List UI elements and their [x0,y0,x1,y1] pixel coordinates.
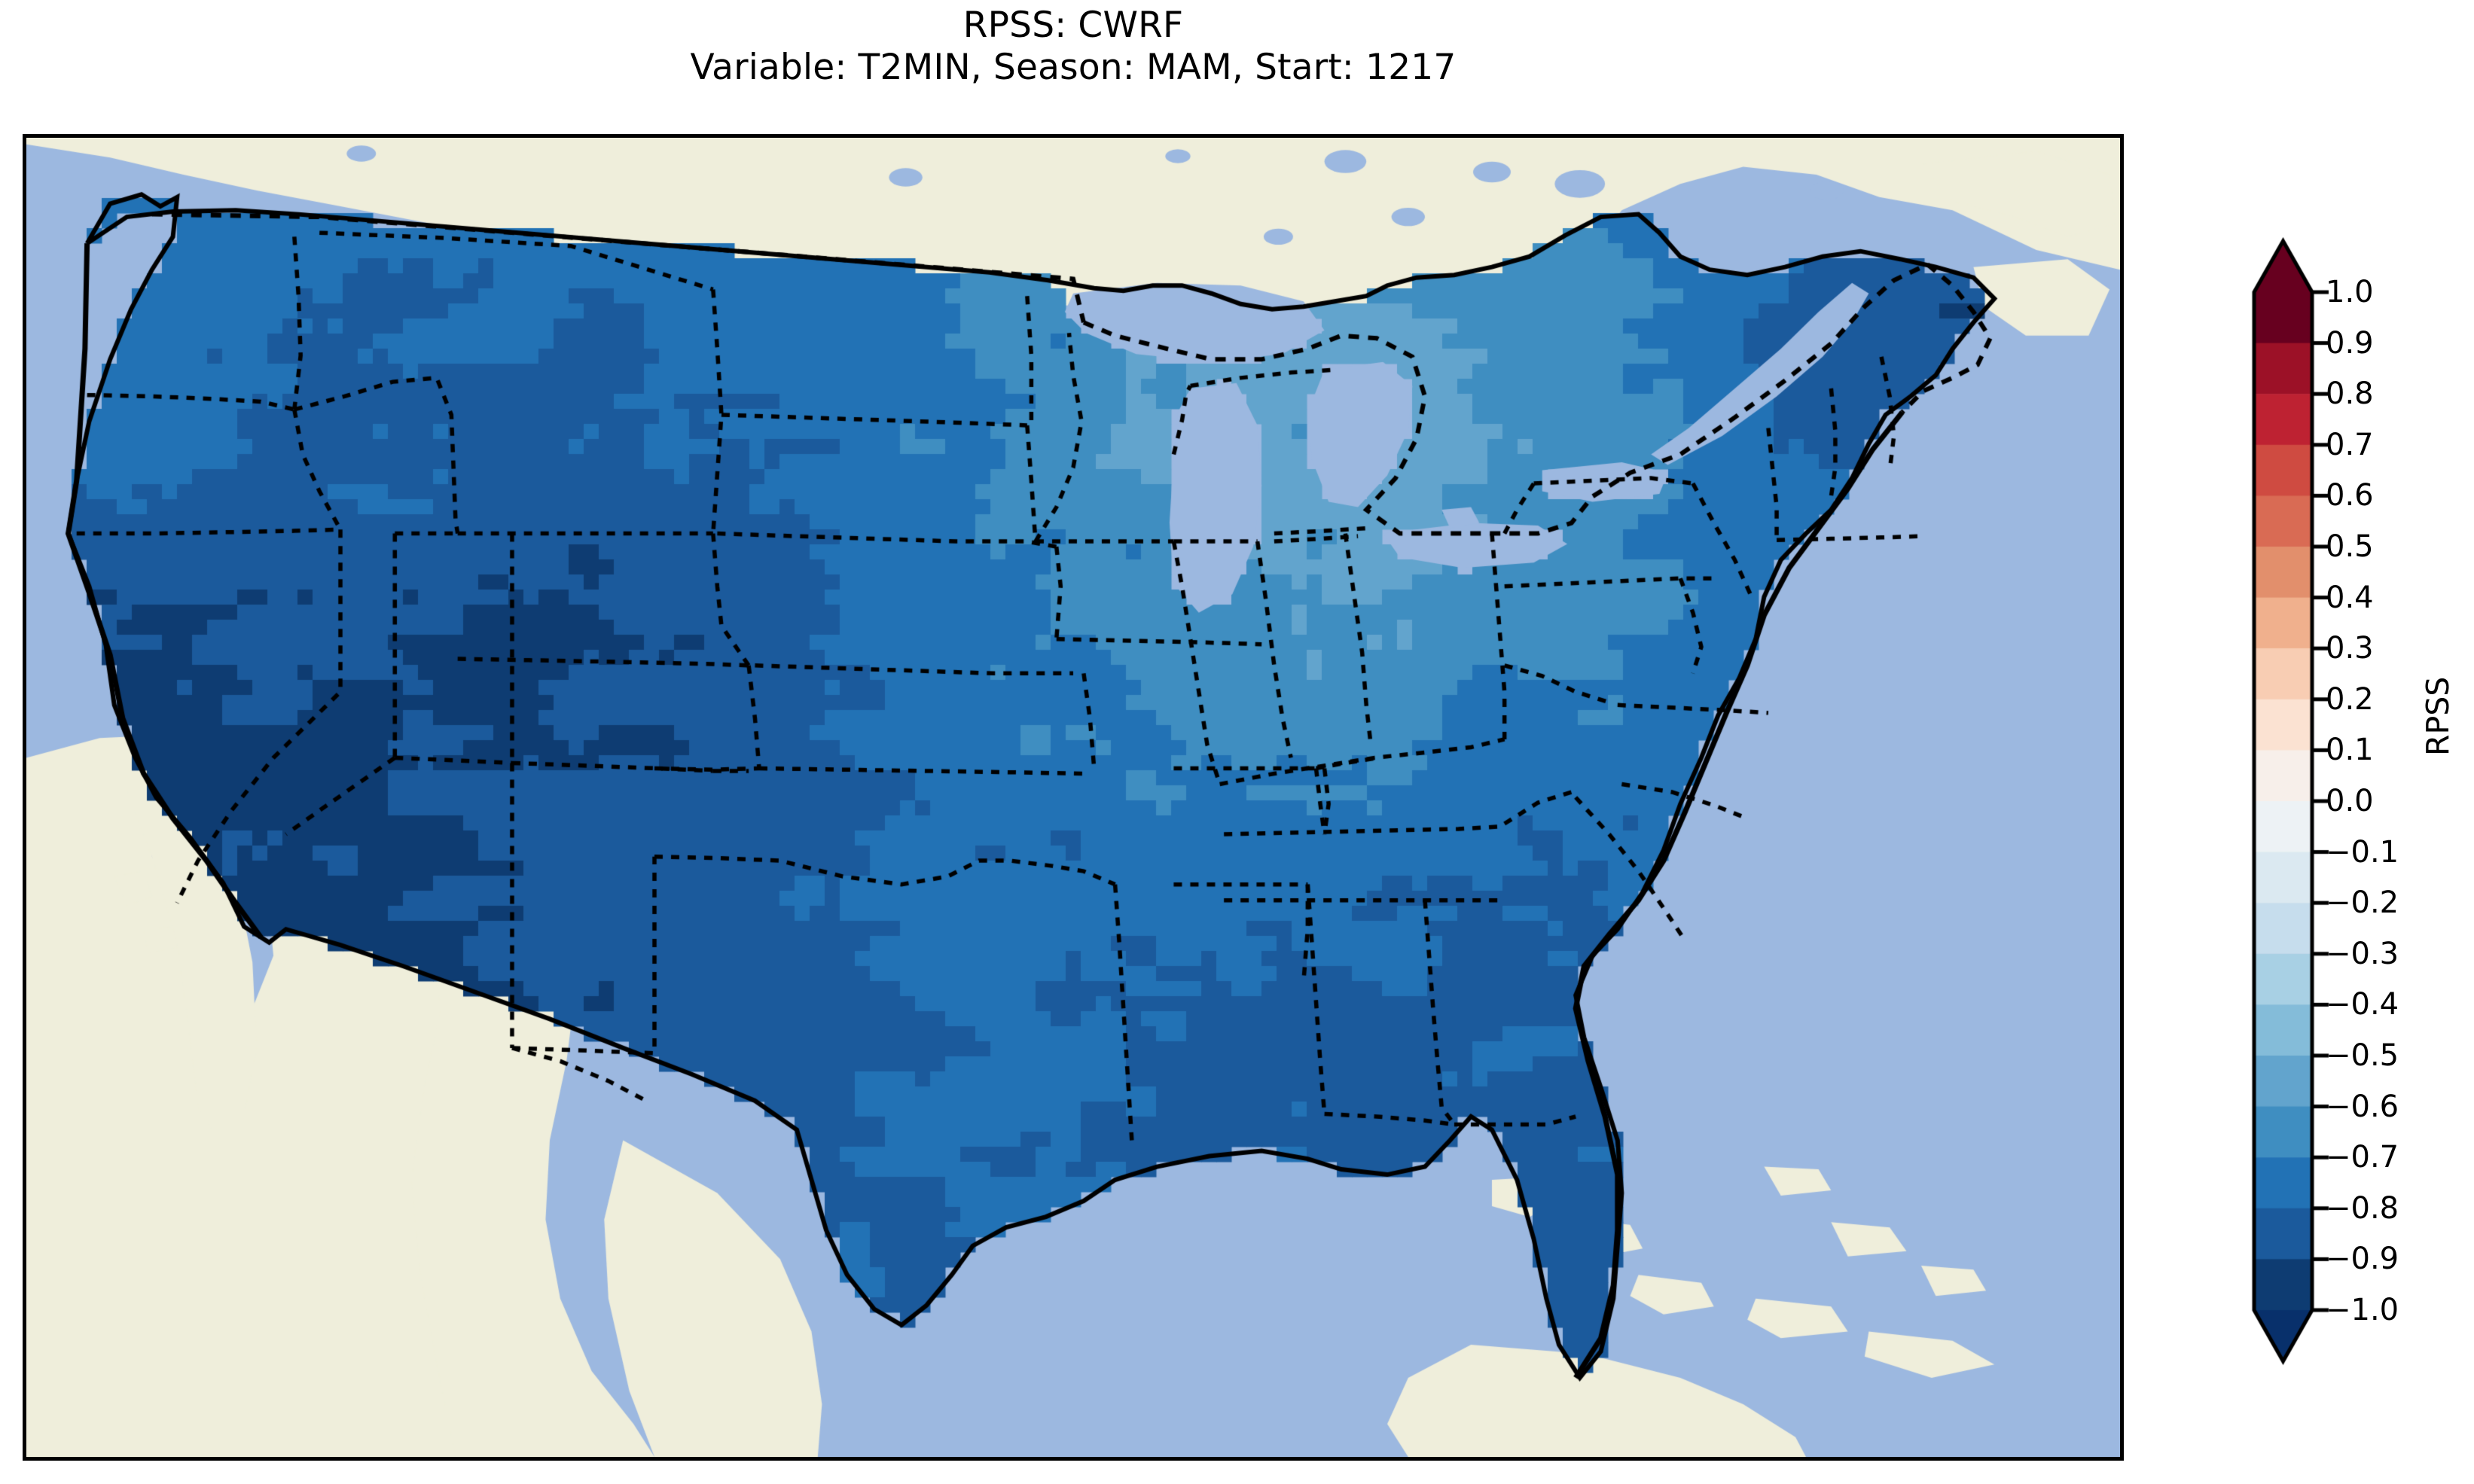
colorbar-tick-20: −1.0 [2326,1293,2399,1327]
colorbar-tick-labels: 1.0 0.9 0.8 0.7 0.6 0.5 0.4 0.3 0.2 0.1 0.0 −0.1 −0.… [2248,226,2474,1370]
colorbar-tick-18: −0.8 [2326,1190,2399,1226]
colorbar-axis-label: RPSS [2420,677,2456,756]
title-line-1: RPSS: CWRF [962,5,1184,46]
colorbar-tick-13: −0.3 [2326,936,2399,971]
map-plot-area [23,134,2124,1461]
colorbar-tick-11: −0.1 [2326,834,2399,870]
colorbar-tick-4: 0.6 [2326,478,2374,513]
colorbar-gradient [2248,226,2474,1370]
rpss-heatmap-canvas [26,138,2120,1457]
colorbar-tick-1: 0.9 [2326,325,2374,361]
colorbar: 1.0 0.9 0.8 0.7 0.6 0.5 0.4 0.3 0.2 0.1 0.0 −0.1 −0.… [2248,226,2474,1370]
chart-title-block: RPSS: CWRF Variable: T2MIN, Season: MAM,… [0,5,2146,89]
colorbar-tick-3: 0.7 [2326,427,2374,462]
colorbar-tick-5: 0.5 [2326,529,2374,564]
colorbar-tick-17: −0.7 [2326,1140,2399,1175]
colorbar-tick-15: −0.5 [2326,1038,2399,1073]
colorbar-tick-10: 0.0 [2326,784,2374,818]
colorbar-tick-6: 0.4 [2326,580,2374,615]
title-line-2: Variable: T2MIN, Season: MAM, Start: 121… [690,47,1457,88]
colorbar-tick-12: −0.2 [2326,885,2399,921]
colorbar-tick-2: 0.8 [2326,376,2374,412]
colorbar-tick-8: 0.2 [2326,681,2374,717]
colorbar-tick-16: −0.6 [2326,1089,2399,1124]
colorbar-tick-14: −0.4 [2326,987,2399,1022]
colorbar-tick-9: 0.1 [2326,733,2374,768]
colorbar-tick-19: −0.9 [2326,1242,2399,1277]
colorbar-tick-0: 1.0 [2326,275,2374,309]
colorbar-tick-7: 0.3 [2326,631,2374,666]
